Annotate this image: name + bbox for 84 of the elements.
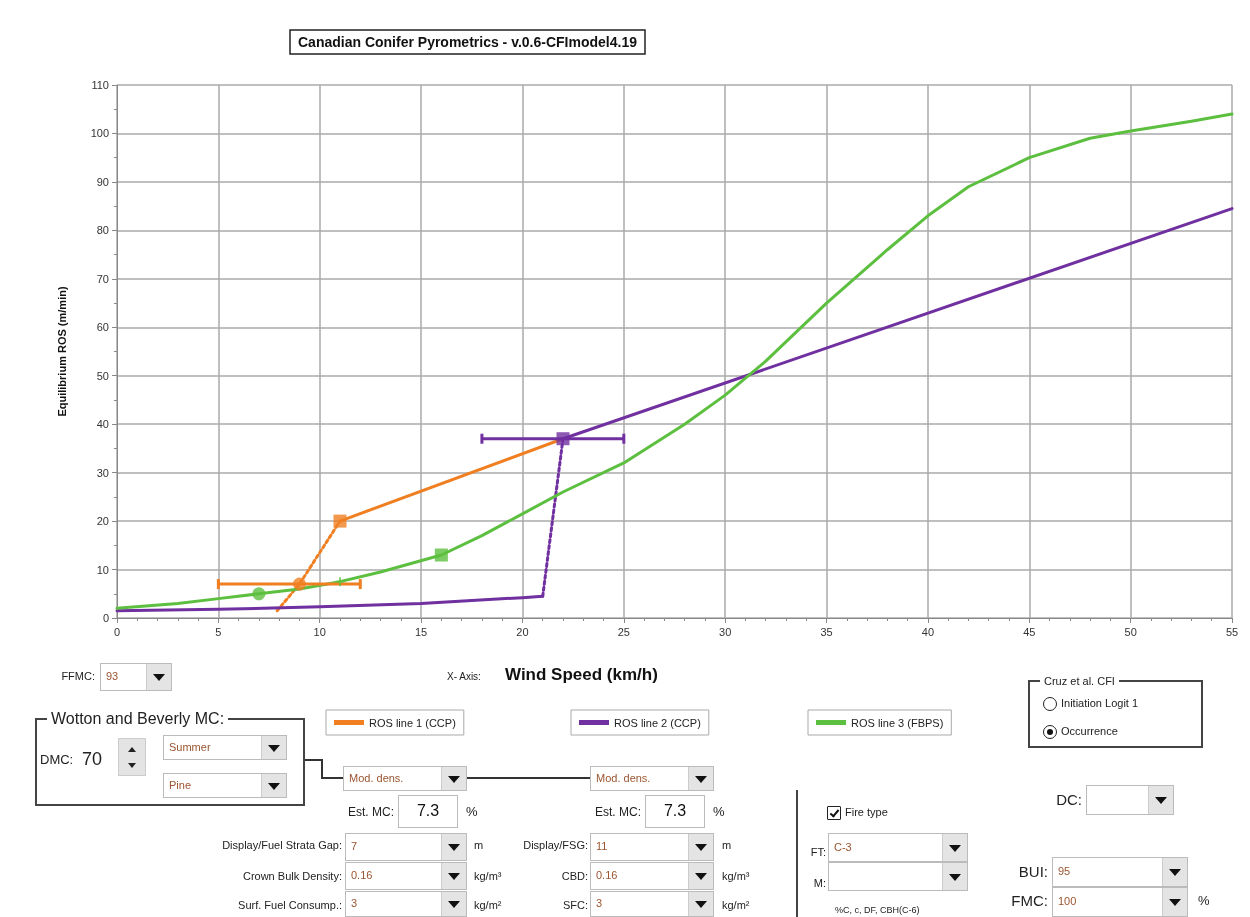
text: Mod. dens. xyxy=(596,771,651,784)
y-tick-label: 10 xyxy=(96,563,109,576)
legend-label: ROS line 3 (FBPS) xyxy=(851,716,944,729)
x-tick-label: 50 xyxy=(1124,625,1137,638)
text: kg/m³ xyxy=(722,870,750,883)
text: 100 xyxy=(1058,895,1077,908)
text: % xyxy=(713,804,725,820)
text: Pine xyxy=(169,778,192,791)
text: kg/m² xyxy=(474,899,502,912)
text: 0.16 xyxy=(351,869,373,882)
text: Initiation Logit 1 xyxy=(1061,697,1139,710)
x-tick-label: 15 xyxy=(414,625,428,638)
text: Display/Fuel Strata Gap: xyxy=(222,839,342,852)
y-tick-label: 80 xyxy=(96,224,109,237)
text: Summer xyxy=(169,740,211,753)
text: Crown Bulk Density: xyxy=(242,870,342,883)
y-tick-label: 30 xyxy=(96,466,109,479)
point xyxy=(292,577,306,591)
y-tick-label: 110 xyxy=(91,79,109,91)
text: 7.3 xyxy=(415,801,441,820)
line-series xyxy=(115,112,1234,610)
text: Wotton and Beverly MC: xyxy=(47,709,229,728)
x-tick-label: 40 xyxy=(921,625,935,638)
text: 0.16 xyxy=(596,869,618,882)
text: C-3 xyxy=(834,840,852,853)
text: Surf. Fuel Consump.: xyxy=(238,899,342,912)
text: 95 xyxy=(1058,865,1071,878)
text: %C, c, DF, CBH(C-6) xyxy=(835,904,920,915)
y-tick-label: 100 xyxy=(90,127,109,140)
text: 7.3 xyxy=(662,801,688,820)
text: SFC: xyxy=(562,899,588,912)
text: % xyxy=(466,804,478,820)
chart-title: Canadian Conifer Pyrometrics - v.0.6-CFImodel4.19 xyxy=(298,34,638,50)
x-tick-label: 55 xyxy=(1225,625,1239,638)
text: DMC: xyxy=(40,752,74,768)
text: DC: xyxy=(1056,791,1082,808)
text: Cruz et al. CFI xyxy=(1040,674,1119,687)
x-tick-label: 5 xyxy=(215,625,222,638)
text: BUI: xyxy=(1018,863,1048,880)
x-tick-label: 35 xyxy=(820,625,833,638)
y-tick-label: 90 xyxy=(96,175,109,188)
x-tick-label: 20 xyxy=(516,625,529,638)
text: m xyxy=(474,839,484,852)
point xyxy=(335,577,345,587)
text: Fire type xyxy=(845,806,888,819)
point xyxy=(434,548,448,562)
x-tick-label: 10 xyxy=(313,625,326,638)
text: 93 xyxy=(106,670,119,683)
text: FFMC: xyxy=(61,670,95,683)
text: Mod. dens. xyxy=(349,771,404,784)
y-tick-label: 0 xyxy=(102,612,109,624)
text: 3 xyxy=(351,897,358,910)
text: 7 xyxy=(351,840,358,853)
text: m xyxy=(722,839,732,852)
y-tick-label: 60 xyxy=(96,321,109,334)
text: M: xyxy=(813,877,826,890)
y-tick-label: 70 xyxy=(96,272,109,285)
y-tick-label: 50 xyxy=(96,369,109,382)
x-tick-label: 45 xyxy=(1023,625,1036,638)
point xyxy=(333,514,347,528)
x-tick-label: 30 xyxy=(719,625,732,638)
text: Display/FSG: xyxy=(523,839,588,852)
text: kg/m³ xyxy=(474,870,502,883)
y-tick-label: 20 xyxy=(96,515,109,528)
text: 3 xyxy=(596,897,603,910)
point xyxy=(556,432,570,446)
text: FT: xyxy=(810,846,826,859)
y-tick-label: 40 xyxy=(96,418,109,431)
text: FMC: xyxy=(1011,892,1048,909)
text: CBD: xyxy=(561,870,588,883)
text: 11 xyxy=(596,840,608,853)
x-axis-title: Wind Speed (km/h) xyxy=(505,665,658,685)
point xyxy=(252,587,266,601)
x-tick-label: 0 xyxy=(113,625,121,638)
text: Est. MC: xyxy=(594,804,641,819)
legend-label: ROS line 2 (CCP) xyxy=(614,716,701,729)
legend-label: ROS line 1 (CCP) xyxy=(369,716,456,729)
text: Occurrence xyxy=(1061,725,1118,738)
x-tick-label: 25 xyxy=(617,625,630,638)
text: X- Axis: xyxy=(447,671,481,682)
y-axis-title: Equilibrium ROS (m/min) xyxy=(55,286,68,417)
text: % xyxy=(1198,893,1210,909)
text: kg/m² xyxy=(722,899,750,912)
text: Est. MC: xyxy=(347,804,394,819)
